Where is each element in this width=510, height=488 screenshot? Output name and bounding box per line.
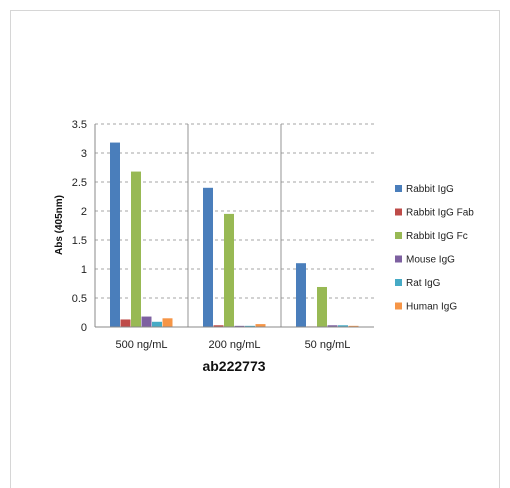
y-tick-label: 0: [81, 322, 87, 334]
bar: [162, 318, 173, 327]
bar: [255, 324, 266, 327]
y-tick-label: 3.5: [72, 119, 87, 131]
x-axis-title: ab222773: [202, 358, 265, 374]
y-tick-labels: 0 0.5 1 1.5 2 2.5 3 3.5: [72, 119, 87, 334]
bar: [245, 325, 255, 327]
bar: [296, 263, 306, 327]
y-tick-label: 2.5: [72, 177, 87, 189]
legend-swatch: [395, 302, 402, 310]
legend-swatch: [395, 279, 402, 286]
bar: [348, 325, 359, 327]
x-category-label: 500 ng/mL: [116, 339, 168, 351]
y-tick-label: 3: [81, 148, 87, 160]
legend-swatch: [395, 185, 402, 192]
x-category-label: 200 ng/mL: [209, 339, 261, 351]
x-category-labels: 500 ng/mL 200 ng/mL 50 ng/mL: [116, 339, 351, 351]
y-tick-label: 1: [81, 264, 87, 276]
bar: [110, 142, 120, 327]
bar: [152, 321, 162, 327]
gridlines: [95, 123, 374, 299]
category-separators: [187, 124, 282, 327]
legend-swatch: [395, 232, 402, 239]
bar: [327, 325, 338, 327]
y-tick-label: 1.5: [72, 235, 87, 247]
legend-label: Mouse IgG: [406, 255, 455, 266]
legend: Rabbit IgG Rabbit IgG Fab Rabbit IgG Fc Mou…: [395, 184, 474, 313]
bar: [234, 325, 245, 327]
legend-label: Rabbit IgG: [406, 184, 454, 195]
bar: [141, 316, 152, 327]
bar: [338, 325, 348, 327]
legend-swatch: [395, 255, 402, 263]
legend-swatch: [395, 208, 402, 216]
chart-frame: [10, 10, 500, 488]
bar: [120, 319, 131, 327]
bar: [317, 286, 327, 327]
bar: [131, 171, 141, 327]
x-category-label: 50 ng/mL: [305, 339, 351, 351]
bar: [224, 213, 234, 327]
legend-label: Rabbit IgG Fc: [406, 231, 468, 242]
bars: [110, 142, 359, 327]
bar: [213, 325, 224, 327]
legend-label: Rabbit IgG Fab: [406, 208, 474, 219]
legend-label: Rat IgG: [406, 278, 441, 289]
legend-label: Human IgG: [406, 302, 457, 313]
y-tick-label: 0.5: [72, 293, 87, 305]
y-tick-label: 2: [81, 206, 87, 218]
y-axis-label: Abs (405nm): [54, 195, 65, 255]
bar: [203, 187, 213, 327]
axes: [94, 124, 374, 328]
